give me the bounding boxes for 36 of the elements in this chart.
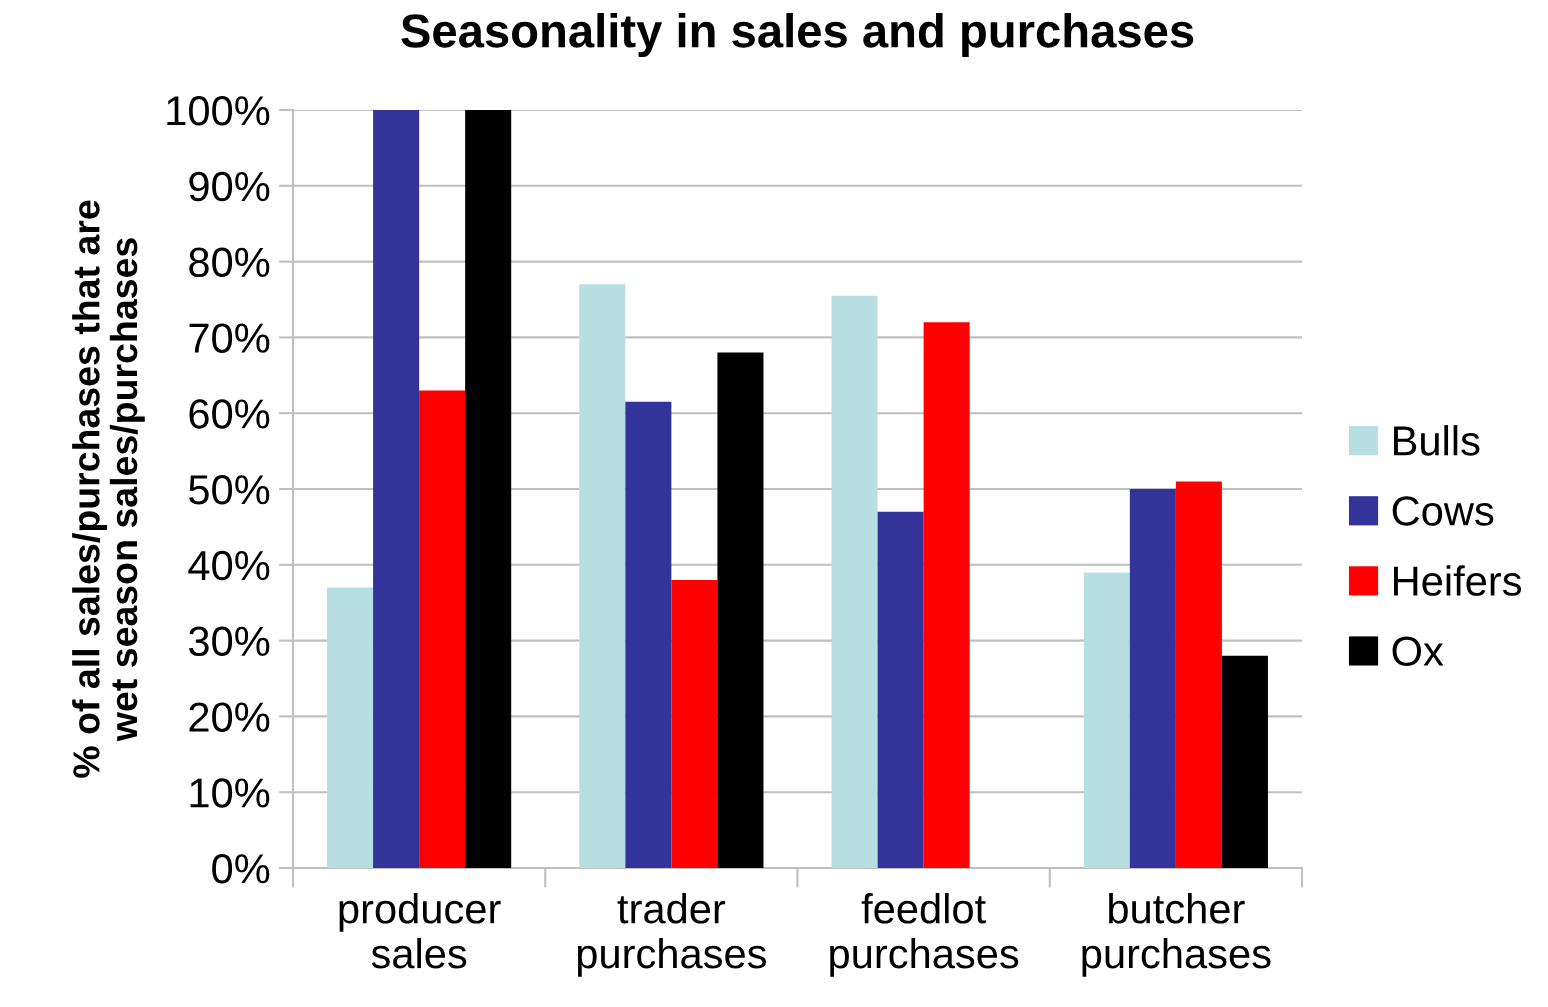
y-tick-label: 90% bbox=[189, 171, 270, 202]
y-tick-label: 20% bbox=[189, 702, 270, 732]
y-tick-label: 80% bbox=[189, 247, 270, 278]
x-tick-label: feedlot purchases bbox=[830, 893, 1019, 977]
y-axis-title: % of all sales/purchases that are wet season sales/purchases bbox=[72, 200, 145, 778]
legend-label: Cows bbox=[1392, 496, 1494, 526]
y-tick-label: 30% bbox=[188, 626, 270, 657]
y-tick-label: 100% bbox=[167, 96, 270, 126]
legend-label: Bulls bbox=[1394, 425, 1480, 456]
y-tick-label: 0% bbox=[212, 854, 270, 884]
bar bbox=[1129, 489, 1176, 868]
bar bbox=[625, 401, 672, 868]
y-tick-label: 40% bbox=[188, 550, 270, 581]
y-tick-label: 10% bbox=[190, 778, 270, 808]
x-tick-label: butcher purchases bbox=[1082, 893, 1271, 977]
y-tick-label: 70% bbox=[189, 323, 270, 353]
bar bbox=[465, 110, 512, 868]
bar bbox=[579, 284, 626, 868]
bar bbox=[327, 587, 374, 868]
bar bbox=[373, 110, 420, 868]
bar bbox=[1175, 481, 1222, 868]
bar bbox=[923, 322, 970, 868]
x-tick-label: producer sales bbox=[339, 893, 501, 969]
x-tick-label: trader purchases bbox=[577, 893, 766, 977]
bar bbox=[671, 579, 718, 868]
bar bbox=[717, 352, 764, 868]
y-tick-label: 50% bbox=[189, 475, 270, 505]
bar bbox=[877, 511, 924, 868]
chart-title: Seasonality in sales and purchases bbox=[401, 12, 1194, 58]
bar bbox=[1221, 655, 1268, 868]
bar bbox=[419, 390, 466, 868]
bar bbox=[1083, 572, 1130, 868]
y-tick-label: 60% bbox=[189, 399, 270, 429]
bar bbox=[831, 295, 878, 868]
legend-label: Ox bbox=[1392, 636, 1444, 666]
legend-label: Heifers bbox=[1394, 565, 1522, 596]
